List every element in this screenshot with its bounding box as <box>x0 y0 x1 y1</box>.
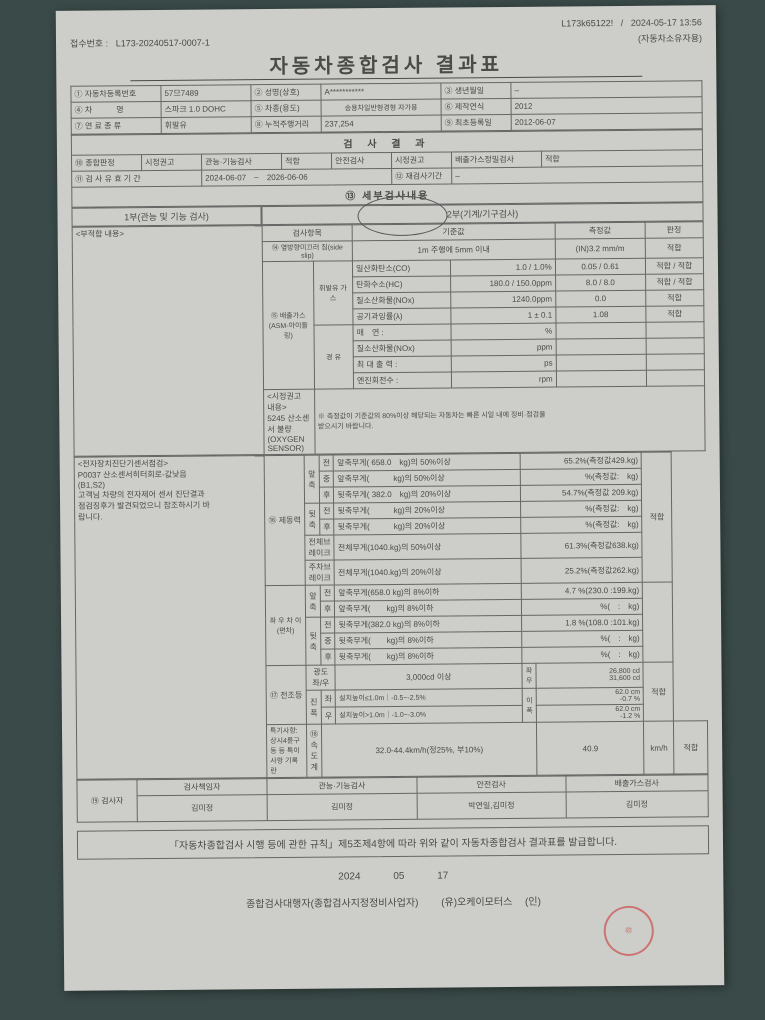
car-model: 스파크 1.0 DOHC <box>161 101 251 118</box>
overall-judgement: 시정권고 <box>141 154 201 171</box>
print-time: 2024-05-17 13:56 <box>631 17 702 28</box>
footer-statement: 「자동차종합검사 시행 등에 관한 규칙」제5조제4항에 따라 위와 같이 자동… <box>77 825 709 860</box>
fail-notes: <부적합 내용> <box>72 226 264 457</box>
model-year: 2012 <box>511 97 702 115</box>
owner-copy: (자동차소유자용) <box>638 31 702 45</box>
inspector-chief: 김미정 <box>137 795 267 822</box>
odometer: 237,254 <box>321 115 441 132</box>
issue-date: 2024 05 17 <box>77 864 709 885</box>
inspection-report: L173k65122! / 2024-05-17 13:56 접수번호 : L1… <box>56 5 725 991</box>
print-header: L173k65122! / 2024-05-17 13:56 <box>70 17 702 33</box>
plate-number: 57므7489 <box>161 85 251 102</box>
vehicle-table: ① 자동차등록번호 57므7489 ② 성명(상호) A*********** … <box>70 80 702 135</box>
detail-table: <부적합 내용> 검사항목 기준값 측정값 판정 ⑭ 옆방향미끄러 짐(side… <box>72 221 706 457</box>
report-title: 자동차종합검사 결과표 <box>130 47 642 81</box>
validity-period: 2024-06-07 ~ 2026-06-06 <box>202 168 392 186</box>
car-type: 승용차일반형경형 자가용 <box>321 99 441 116</box>
agent-name: (유)오케이모터스 <box>441 897 512 909</box>
correction-notes: <시정권고 내용> 5245 산소센서 불량(OXYGEN SENSOR) <box>264 389 315 454</box>
first-reg-date: 2012-06-07 <box>511 113 702 131</box>
diagnostic-notes: <전자장치진단기센서점검>P0037 산소센서히터회로-값낮음 (B1,S2) … <box>74 456 267 780</box>
fuel-type: 휘발유 <box>161 117 251 134</box>
result-table: 검 사 결 과 ⑩ 종합판정 시정권고 관능·기능검사 적합 안전검사 시정권고… <box>71 129 704 208</box>
brake-table: <전자장치진단기센서점검>P0037 산소센서히터회로-값낮음 (B1,S2) … <box>74 451 709 780</box>
receipt-number: L173-20240517-0007-1 <box>116 38 210 49</box>
inspector-table: ⑲ 검사자 검사책임자 관능·기능검사 안전검사 배출가스검사 김미정 김미정 … <box>76 774 708 823</box>
owner-name: A*********** <box>321 83 441 100</box>
seal-stamp: ㊞ <box>600 903 657 960</box>
print-code: L173k65122! <box>561 18 613 28</box>
sideslip-value: (IN)3.2 mm/m <box>555 238 645 259</box>
speedometer-value: 40.9 <box>537 721 645 775</box>
